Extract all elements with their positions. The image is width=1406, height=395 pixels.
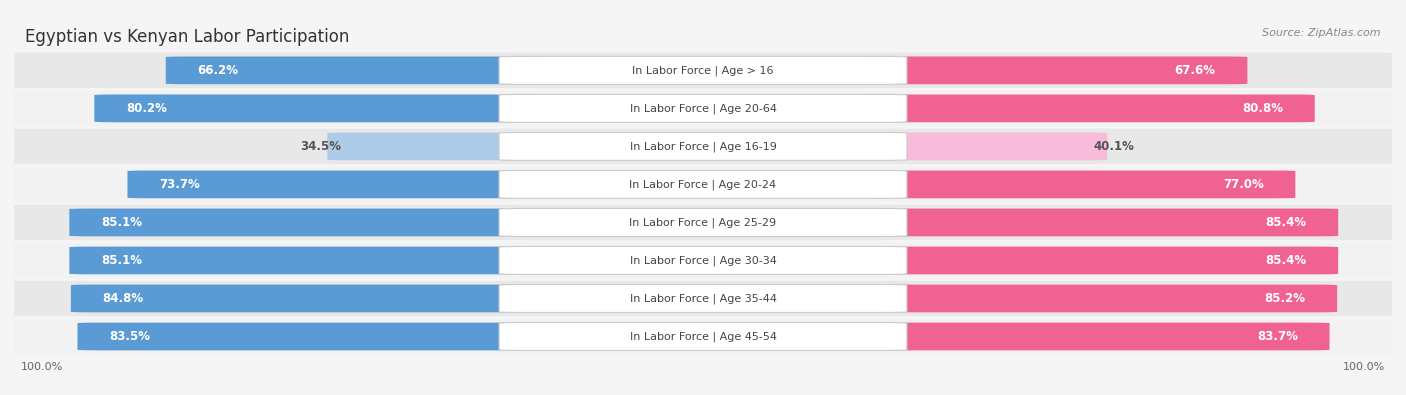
Text: 85.2%: 85.2% [1264, 292, 1305, 305]
Legend: Egyptian, Kenyan: Egyptian, Kenyan [620, 393, 786, 395]
Text: 77.0%: 77.0% [1223, 178, 1264, 191]
FancyBboxPatch shape [14, 129, 1392, 164]
Text: In Labor Force | Age 20-24: In Labor Force | Age 20-24 [630, 179, 776, 190]
Text: In Labor Force | Age 16-19: In Labor Force | Age 16-19 [630, 141, 776, 152]
Text: 100.0%: 100.0% [1343, 362, 1385, 372]
FancyBboxPatch shape [14, 281, 1392, 316]
FancyBboxPatch shape [166, 56, 544, 84]
FancyBboxPatch shape [77, 323, 544, 350]
Text: Source: ZipAtlas.com: Source: ZipAtlas.com [1263, 28, 1381, 38]
FancyBboxPatch shape [499, 322, 907, 350]
FancyBboxPatch shape [862, 56, 1247, 84]
FancyBboxPatch shape [862, 323, 1330, 350]
Text: 80.2%: 80.2% [127, 102, 167, 115]
FancyBboxPatch shape [14, 205, 1392, 240]
FancyBboxPatch shape [94, 94, 544, 122]
Text: In Labor Force | Age 30-34: In Labor Force | Age 30-34 [630, 255, 776, 266]
FancyBboxPatch shape [70, 284, 544, 312]
Text: 83.7%: 83.7% [1257, 330, 1298, 343]
Text: 85.4%: 85.4% [1265, 216, 1306, 229]
Text: 85.1%: 85.1% [101, 254, 142, 267]
FancyBboxPatch shape [128, 171, 544, 198]
FancyBboxPatch shape [69, 246, 544, 275]
FancyBboxPatch shape [862, 246, 1339, 275]
FancyBboxPatch shape [328, 132, 544, 160]
FancyBboxPatch shape [14, 91, 1392, 126]
Text: 80.8%: 80.8% [1241, 102, 1284, 115]
Text: 85.1%: 85.1% [101, 216, 142, 229]
FancyBboxPatch shape [499, 170, 907, 198]
Text: 66.2%: 66.2% [197, 64, 239, 77]
FancyBboxPatch shape [14, 167, 1392, 202]
Text: 67.6%: 67.6% [1175, 64, 1216, 77]
Text: 83.5%: 83.5% [110, 330, 150, 343]
Text: 40.1%: 40.1% [1094, 140, 1135, 153]
FancyBboxPatch shape [862, 94, 1315, 122]
FancyBboxPatch shape [499, 284, 907, 312]
Text: 85.4%: 85.4% [1265, 254, 1306, 267]
FancyBboxPatch shape [862, 132, 1108, 160]
FancyBboxPatch shape [14, 243, 1392, 278]
Text: 100.0%: 100.0% [21, 362, 63, 372]
FancyBboxPatch shape [499, 132, 907, 160]
Text: In Labor Force | Age > 16: In Labor Force | Age > 16 [633, 65, 773, 75]
FancyBboxPatch shape [14, 319, 1392, 354]
FancyBboxPatch shape [69, 209, 544, 236]
FancyBboxPatch shape [499, 246, 907, 275]
FancyBboxPatch shape [499, 94, 907, 122]
Text: 34.5%: 34.5% [299, 140, 342, 153]
FancyBboxPatch shape [862, 209, 1339, 236]
FancyBboxPatch shape [862, 171, 1295, 198]
FancyBboxPatch shape [499, 56, 907, 85]
FancyBboxPatch shape [14, 53, 1392, 88]
Text: 73.7%: 73.7% [159, 178, 200, 191]
Text: In Labor Force | Age 25-29: In Labor Force | Age 25-29 [630, 217, 776, 228]
FancyBboxPatch shape [862, 284, 1337, 312]
Text: In Labor Force | Age 20-64: In Labor Force | Age 20-64 [630, 103, 776, 114]
Text: In Labor Force | Age 45-54: In Labor Force | Age 45-54 [630, 331, 776, 342]
FancyBboxPatch shape [499, 209, 907, 237]
Text: Egyptian vs Kenyan Labor Participation: Egyptian vs Kenyan Labor Participation [25, 28, 350, 46]
Text: 84.8%: 84.8% [103, 292, 143, 305]
Text: In Labor Force | Age 35-44: In Labor Force | Age 35-44 [630, 293, 776, 304]
